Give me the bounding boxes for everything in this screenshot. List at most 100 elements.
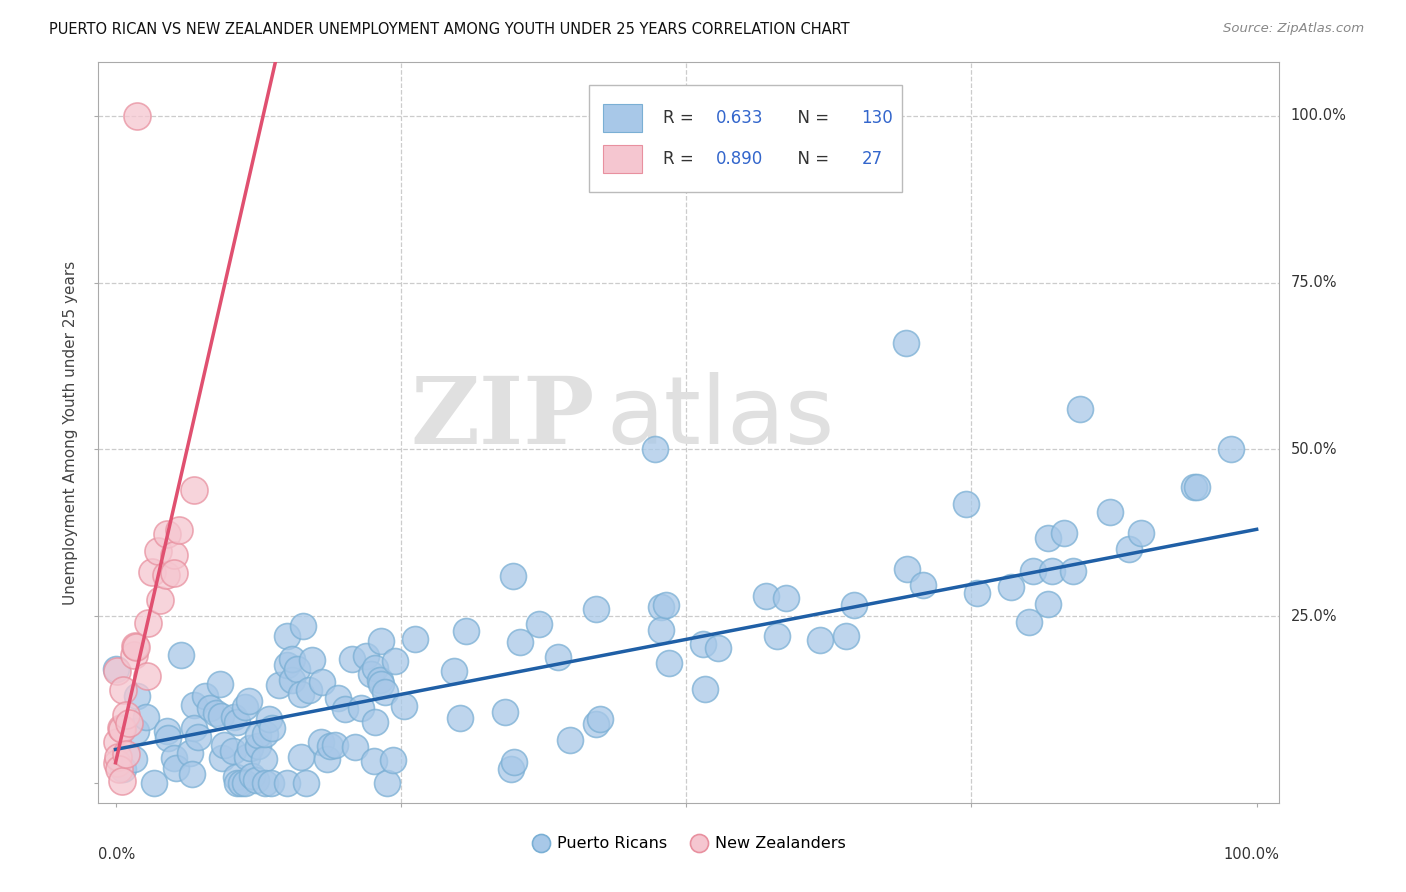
Point (755, 589, 778, 603)
Point (111, 763, 134, 777)
Point (257, 712, 280, 726)
Point (834, 629, 856, 643)
Point (896, 335, 918, 350)
Point (1185, 480, 1208, 494)
Point (141, 566, 163, 580)
Point (211, 750, 233, 764)
Point (295, 775, 318, 789)
Point (911, 578, 934, 592)
Point (1129, 526, 1152, 541)
Point (363, 755, 385, 769)
Point (198, 701, 221, 715)
Point (253, 776, 276, 790)
Text: ZIP: ZIP (411, 373, 595, 463)
Point (124, 639, 146, 653)
Point (1022, 565, 1045, 579)
Point (169, 524, 191, 538)
Text: 0.633: 0.633 (716, 109, 763, 127)
Point (527, 617, 550, 632)
Legend: Puerto Ricans, New Zealanders: Puerto Ricans, New Zealanders (526, 830, 852, 858)
Point (122, 648, 145, 662)
Point (105, 735, 128, 749)
Point (127, 689, 149, 703)
Point (360, 667, 382, 681)
Text: N =: N = (787, 109, 834, 127)
Point (107, 762, 129, 776)
Point (260, 721, 283, 735)
Point (110, 721, 132, 735)
Point (318, 739, 340, 753)
Point (364, 661, 387, 675)
FancyBboxPatch shape (589, 85, 901, 192)
Point (290, 750, 312, 764)
FancyBboxPatch shape (603, 145, 641, 173)
Text: atlas: atlas (606, 372, 835, 464)
Point (1182, 480, 1205, 494)
Point (163, 566, 186, 580)
Point (235, 750, 257, 764)
Point (245, 773, 267, 788)
Text: 0.890: 0.890 (716, 150, 763, 168)
Point (149, 592, 172, 607)
Point (311, 675, 333, 690)
Point (1000, 581, 1022, 595)
Point (1036, 597, 1059, 611)
Point (125, 109, 148, 123)
Point (124, 752, 146, 766)
Point (292, 619, 315, 633)
Point (112, 682, 135, 697)
Point (502, 755, 524, 769)
Point (375, 776, 398, 790)
Point (326, 690, 349, 705)
Point (276, 658, 298, 673)
Point (966, 586, 988, 600)
Point (588, 712, 610, 726)
Point (276, 629, 298, 643)
Point (323, 739, 346, 753)
Point (381, 753, 404, 767)
Point (404, 632, 426, 646)
Point (281, 652, 304, 666)
Point (494, 705, 516, 719)
Point (212, 739, 235, 753)
Point (208, 677, 231, 691)
Point (1040, 564, 1063, 578)
Point (364, 714, 387, 729)
Point (290, 688, 312, 702)
Point (354, 649, 377, 664)
Point (162, 548, 184, 562)
Point (1220, 442, 1243, 457)
Point (1036, 531, 1059, 545)
Point (105, 662, 128, 676)
Point (229, 776, 252, 790)
Point (842, 598, 865, 612)
Point (253, 752, 276, 766)
Point (226, 714, 249, 729)
Point (501, 762, 523, 776)
Text: 75.0%: 75.0% (1291, 275, 1337, 290)
Point (298, 682, 321, 697)
Point (443, 665, 465, 679)
Point (547, 650, 569, 665)
Point (695, 681, 717, 696)
Point (125, 724, 148, 739)
Point (1098, 505, 1121, 519)
Point (209, 708, 232, 723)
Point (105, 756, 128, 771)
Point (765, 629, 787, 643)
Point (343, 740, 366, 755)
Point (374, 685, 396, 699)
Text: Source: ZipAtlas.com: Source: ZipAtlas.com (1223, 22, 1364, 36)
Text: PUERTO RICAN VS NEW ZEALANDER UNEMPLOYMENT AMONG YOUTH UNDER 25 YEARS CORRELATIO: PUERTO RICAN VS NEW ZEALANDER UNEMPLOYME… (49, 22, 849, 37)
Point (253, 727, 276, 741)
Point (658, 657, 681, 671)
Text: 100.0%: 100.0% (1223, 847, 1279, 863)
Point (247, 739, 270, 753)
Point (509, 634, 531, 648)
Point (276, 776, 298, 790)
Point (222, 710, 245, 724)
Point (155, 567, 177, 582)
Point (233, 700, 256, 714)
Point (301, 653, 323, 667)
Point (644, 442, 666, 457)
